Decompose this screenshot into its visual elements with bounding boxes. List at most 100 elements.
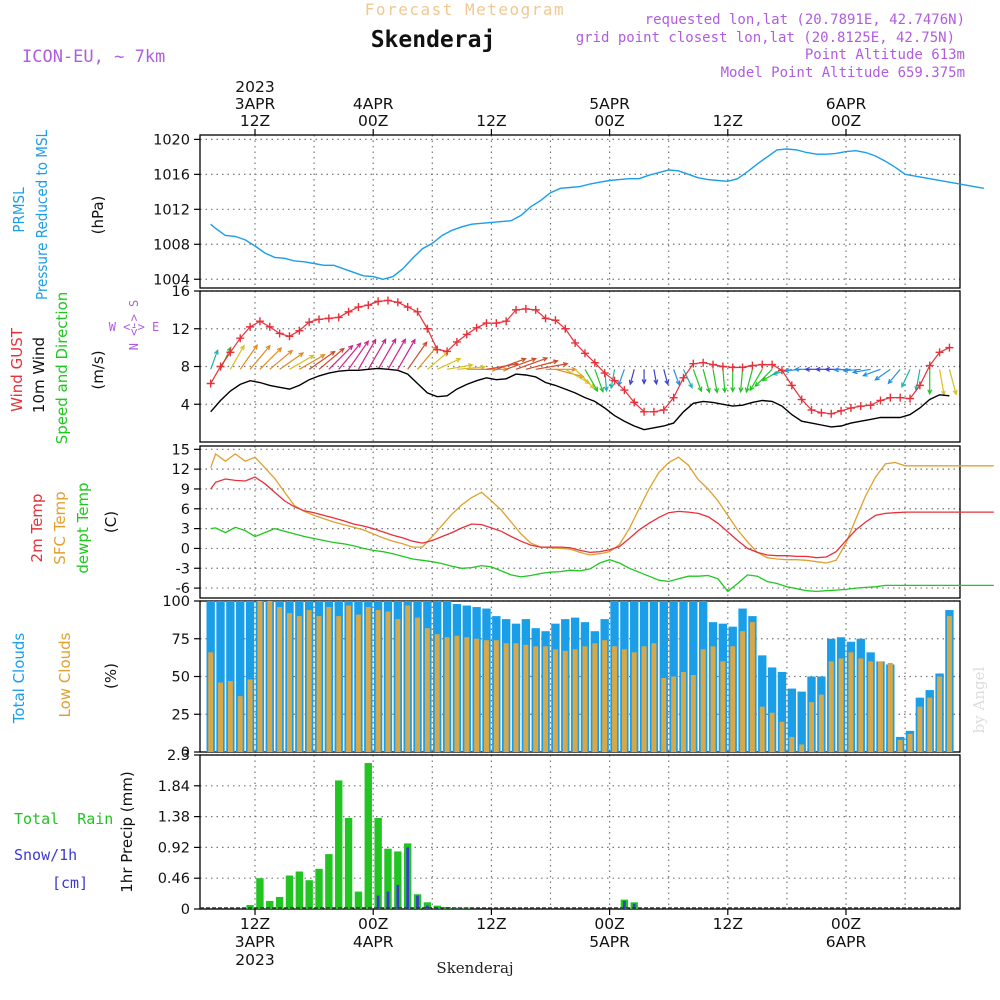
bottom-time-label: 12Z (240, 915, 270, 933)
label-2m-temp: 2m Temp (28, 494, 46, 563)
panel-frame-pressure (199, 134, 961, 289)
wind-gust-point (797, 395, 806, 404)
wind-gust-point (236, 334, 245, 343)
label-speed-direction: Speed and Direction (53, 292, 71, 445)
wind-gust-point (837, 406, 846, 415)
wind-direction-arrow (629, 369, 635, 385)
low-cloud-bar (434, 634, 440, 752)
wind-gust-point (354, 303, 363, 312)
wind-gust-point (768, 360, 777, 369)
wind-gust-point (945, 343, 954, 352)
total-cloud-bar (787, 688, 797, 752)
wind-direction-arrow (289, 354, 314, 370)
wind-gust-line (210, 299, 950, 415)
wind-arrow-head (309, 354, 315, 360)
label-precip-axis: 1hr Precip (mm) (118, 771, 136, 892)
wind-gust-point (216, 362, 225, 371)
ytick-label-precip: 1.84 (158, 779, 190, 795)
rain-bar (295, 871, 304, 909)
wind-gust-point (689, 359, 698, 368)
wind-direction-arrow (749, 369, 763, 391)
total-cloud-bar (659, 601, 668, 752)
low-cloud-bar (730, 646, 736, 752)
top-time-label: 12Z (240, 112, 270, 130)
wind-gust-point (659, 405, 668, 414)
top-time-label: 00Z (594, 112, 624, 130)
wind-gust-point (906, 394, 915, 403)
wind-gust-point (374, 297, 383, 306)
info-line-requested: requested lon,lat (20.7891E, 42.7476N) (645, 12, 965, 28)
wind-gust-point (709, 360, 718, 369)
wind-arrow-head (730, 387, 736, 393)
low-cloud-bar (326, 607, 332, 752)
snow-bar (416, 895, 419, 909)
bottom-time-label: 00Z (831, 915, 861, 933)
wind-arrow-head (542, 356, 549, 362)
snow-bar (455, 908, 459, 909)
low-cloud-bar (828, 661, 834, 752)
wind-direction-arrow (564, 368, 590, 384)
wind-direction-arrow (446, 364, 473, 370)
snow-bar (376, 895, 380, 909)
low-cloud-bar (375, 610, 381, 752)
wind-direction-arrow (853, 368, 871, 373)
wind-direction-arrow (901, 369, 911, 388)
wind-gust-point (334, 313, 343, 322)
wind-speed-line (210, 367, 950, 431)
rain-bar (305, 880, 313, 909)
wind-gust-point (679, 373, 688, 382)
panel-frame-precip (199, 754, 961, 910)
wind-gust-point (512, 305, 521, 314)
bottom-time-label: 3APR (235, 933, 276, 951)
wind-gust-point (226, 348, 235, 357)
wind-gust-point (580, 349, 589, 358)
ytick-label-temperature: -6 (176, 581, 190, 597)
top-time-label: 12Z (713, 112, 743, 130)
low-cloud-bar (878, 661, 883, 752)
total-cloud-bar (758, 655, 767, 752)
ytick-label-precip: 1.38 (158, 810, 190, 826)
bottom-time-label: 4APR (353, 933, 394, 951)
dewpoint-line (210, 526, 994, 593)
wind-direction-arrow (259, 347, 282, 370)
ytick-label-temperature: 3 (181, 522, 190, 538)
low-cloud-bar (444, 637, 450, 752)
wind-direction-arrow (515, 357, 548, 370)
wind-gust-point (846, 404, 855, 413)
low-cloud-bar (907, 733, 913, 752)
low-cloud-bar (937, 676, 943, 752)
low-cloud-bar (503, 643, 509, 752)
wind-gust-point (541, 314, 550, 323)
ytick-label-clouds: 50 (172, 670, 190, 686)
wind-direction-arrow (762, 368, 783, 381)
total-cloud-bar (797, 691, 806, 752)
wind-gust-point (886, 393, 895, 402)
wind-gust-point (807, 405, 816, 414)
wind-arrow-head (467, 363, 474, 368)
wind-gust-point (364, 301, 373, 310)
ytick-label-temperature: 9 (181, 482, 190, 498)
wind-gust-point (423, 324, 432, 333)
wind-gust-point (482, 319, 491, 328)
ytick-label-temperature: 0 (181, 541, 190, 557)
wind-arrow-head (562, 361, 569, 367)
wind-arrow-head (874, 375, 880, 381)
low-cloud-bar (296, 616, 302, 752)
low-cloud-bar (631, 652, 637, 752)
wind-gust-point (413, 307, 422, 316)
low-cloud-bar (267, 601, 273, 752)
wind-direction-arrow (229, 345, 245, 370)
low-cloud-bar (474, 638, 480, 752)
ytick-label-precip: 0.92 (158, 840, 190, 856)
ytick-label-clouds: 25 (172, 707, 190, 723)
wind-gust-point (472, 323, 481, 332)
wind-direction-arrow (740, 369, 744, 392)
wind-gust-point (699, 358, 708, 367)
wind-gust-point (521, 304, 530, 313)
wind-gust-point (610, 376, 619, 385)
bottom-time-label: 5APR (589, 933, 630, 951)
wind-direction-arrow (397, 339, 416, 370)
wind-gust-point (433, 345, 442, 354)
wind-direction-arrow (505, 358, 536, 370)
wind-arrow-head (599, 387, 605, 393)
